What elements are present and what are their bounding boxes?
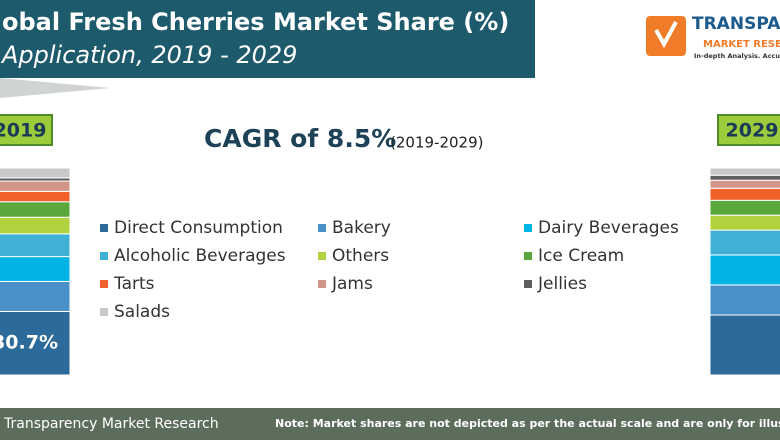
legend-label: Salads bbox=[114, 302, 170, 322]
bar-segment bbox=[709, 199, 780, 216]
bar-segment bbox=[0, 190, 71, 203]
year-box bbox=[717, 114, 780, 146]
legend-swatch bbox=[524, 224, 532, 232]
cagr-annotation: CAGR of 8.5% bbox=[204, 124, 396, 153]
legend-label: Bakery bbox=[332, 218, 391, 238]
bar-segment bbox=[0, 233, 71, 258]
legend-swatch bbox=[100, 308, 108, 316]
legend-swatch bbox=[318, 224, 326, 232]
footer-source: Transparency Market Research bbox=[3, 416, 219, 432]
legend-label: Ice Cream bbox=[538, 246, 624, 266]
legend-swatch bbox=[100, 280, 108, 288]
logo-icon bbox=[646, 16, 686, 56]
legend-label: Others bbox=[332, 246, 389, 266]
legend-swatch bbox=[100, 252, 108, 260]
year-label: 2029 bbox=[726, 120, 779, 142]
legend-label: Direct Consumption bbox=[114, 218, 283, 238]
bar-segment bbox=[709, 187, 780, 201]
bar-segment bbox=[709, 174, 780, 181]
bar-segment bbox=[709, 229, 780, 256]
bar-segment bbox=[0, 280, 71, 312]
bar-segment bbox=[0, 180, 71, 192]
cagr-period: (2019-2029) bbox=[390, 134, 483, 152]
legend-label: Jams bbox=[331, 274, 373, 294]
data-label: 30.7% bbox=[0, 332, 58, 354]
footer-band bbox=[0, 408, 780, 440]
legend-swatch bbox=[318, 280, 326, 288]
bar-segment bbox=[0, 201, 71, 218]
bar-segment bbox=[0, 216, 71, 235]
bar-segment bbox=[709, 214, 780, 231]
year-box bbox=[0, 114, 53, 146]
bar-segment bbox=[709, 314, 780, 376]
logo-motto: In-depth Analysis. Accu bbox=[694, 52, 780, 60]
legend-label: Tarts bbox=[113, 274, 155, 294]
year-label: 2019 bbox=[0, 120, 46, 142]
logo-tagline: MARKET RESE bbox=[703, 39, 780, 50]
legend-swatch bbox=[318, 252, 326, 260]
bar-segment bbox=[709, 254, 780, 286]
legend-swatch bbox=[524, 252, 532, 260]
bar-segment bbox=[709, 179, 780, 189]
legend-swatch bbox=[524, 280, 532, 288]
logo-check bbox=[654, 21, 678, 49]
bar-segment bbox=[709, 167, 780, 176]
legend-label: Dairy Beverages bbox=[538, 218, 679, 238]
bar-segment bbox=[0, 256, 71, 282]
bar-segment bbox=[0, 310, 71, 376]
legend-label: Jellies bbox=[537, 274, 587, 294]
bar-segment bbox=[709, 284, 780, 316]
header-shadow bbox=[0, 78, 110, 98]
header-subtitle: Application, 2019 - 2029 bbox=[0, 41, 297, 69]
bar-segment bbox=[0, 167, 71, 179]
footer-note: Note: Market shares are not depicted as … bbox=[275, 417, 780, 430]
legend-label: Alcoholic Beverages bbox=[114, 246, 286, 266]
header-banner bbox=[0, 0, 535, 78]
logo-name: TRANSPAR bbox=[692, 14, 780, 34]
header-title: obal Fresh Cherries Market Share (%) bbox=[2, 8, 509, 36]
legend-swatch bbox=[100, 224, 108, 232]
